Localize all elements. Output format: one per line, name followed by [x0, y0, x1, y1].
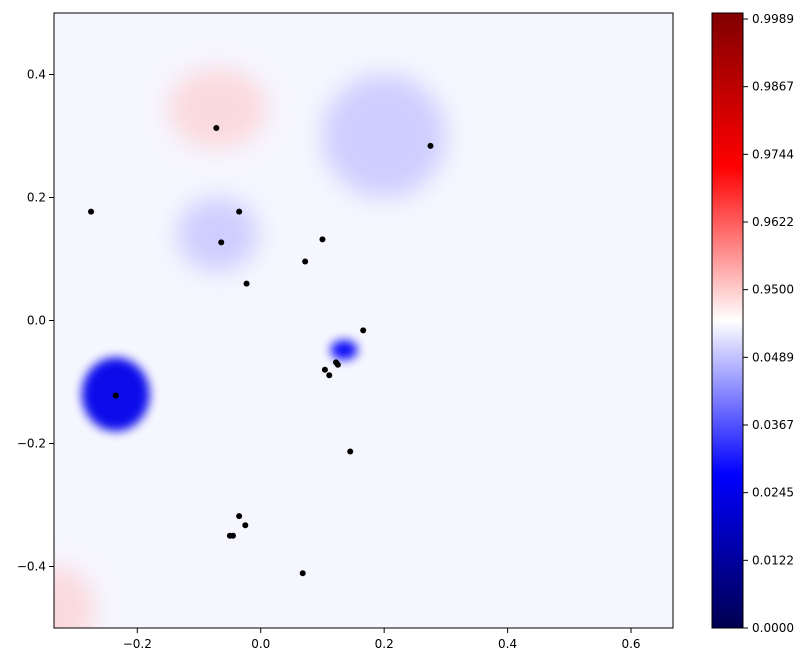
field-region [54, 566, 95, 628]
y-tick-label: 0.2 [27, 191, 46, 205]
colorbar-tick-label: 0.0000 [752, 621, 794, 635]
colorbar-ticks: 0.9989 0.9867 0.9744 0.9622 0.9500 0.0489 0.03… [743, 12, 794, 635]
data-point [242, 522, 249, 529]
data-point [236, 513, 243, 520]
colorbar: 0.9989 0.9867 0.9744 0.9622 0.9500 0.0489 0.03… [711, 12, 794, 635]
data-point [347, 448, 354, 455]
field-layer [54, 68, 446, 628]
data-point [218, 239, 225, 246]
data-point [360, 327, 367, 334]
data-point [334, 361, 341, 368]
y-axis: 0.4 0.2 0.0 −0.2 −0.4 [17, 68, 54, 574]
colorbar-tick-label: 0.9500 [752, 283, 794, 297]
field-region [177, 197, 258, 272]
colorbar-tick-label: 0.0489 [752, 350, 794, 364]
x-tick-label: 0.0 [251, 637, 270, 651]
x-tick-label: 0.2 [375, 637, 394, 651]
y-tick-label: 0.4 [27, 68, 46, 82]
x-axis: −0.2 0.0 0.2 0.4 0.6 [123, 628, 641, 651]
data-point [112, 392, 119, 399]
colorbar-gradient [711, 12, 744, 629]
data-point [243, 280, 250, 287]
colorbar-tick-label: 0.0367 [752, 418, 794, 432]
data-point [321, 366, 328, 373]
field-region [330, 340, 358, 360]
x-tick-label: −0.2 [123, 637, 152, 651]
points-layer [88, 125, 434, 577]
x-tick-label: 0.4 [498, 637, 517, 651]
x-tick-label: 0.6 [621, 637, 640, 651]
colorbar-tick-label: 0.0245 [752, 486, 794, 500]
colorbar-tick-label: 0.9622 [752, 215, 794, 229]
field-region [168, 68, 267, 149]
colorbar-tick-label: 0.9989 [752, 12, 794, 26]
data-point [302, 258, 309, 265]
plot-area [53, 12, 674, 629]
data-point [88, 208, 95, 215]
colorbar-tick-label: 0.0122 [752, 553, 794, 567]
data-point [326, 372, 333, 379]
data-point [299, 570, 306, 577]
field-region [322, 74, 446, 198]
data-point [319, 236, 326, 243]
data-point [236, 208, 243, 215]
data-point [229, 532, 236, 539]
y-tick-label: 0.0 [27, 314, 46, 328]
y-tick-label: −0.2 [17, 437, 46, 451]
data-point [213, 125, 220, 132]
colorbar-tick-label: 0.9744 [752, 147, 794, 161]
data-point [427, 142, 434, 149]
colorbar-tick-label: 0.9867 [752, 80, 794, 94]
y-tick-label: −0.4 [17, 560, 46, 574]
